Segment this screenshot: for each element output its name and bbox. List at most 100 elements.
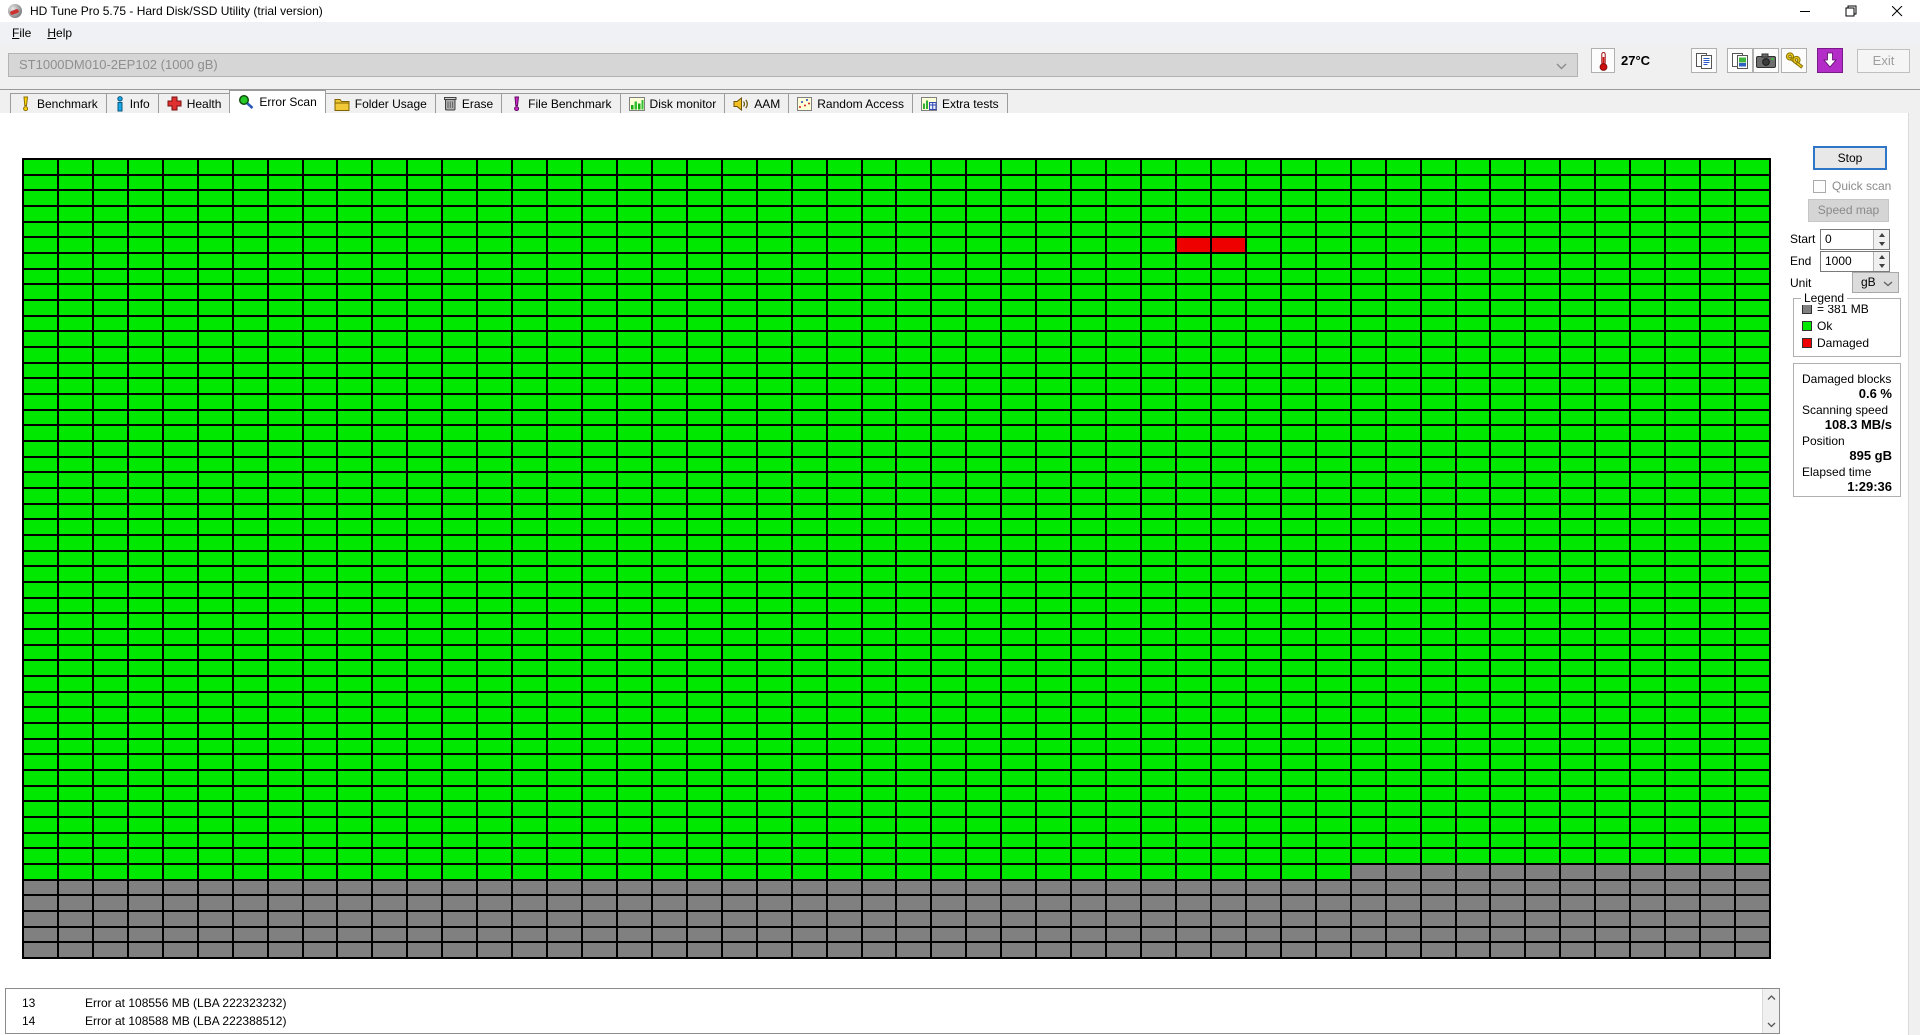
tab-random-access[interactable]: Random Access	[788, 93, 913, 113]
scan-block-unscanned	[513, 880, 547, 895]
scan-block-ok	[1107, 614, 1141, 628]
scan-block-ok	[1316, 583, 1350, 597]
scan-block-ok	[1386, 520, 1420, 534]
error-log-row[interactable]: 14 Error at 108588 MB (LBA 222388512)	[6, 1012, 1779, 1030]
scan-block-unscanned	[1037, 880, 1071, 895]
start-input[interactable]: 0	[1820, 229, 1890, 250]
scan-block-ok	[1456, 802, 1490, 816]
scan-block-ok	[1701, 238, 1735, 252]
scan-block-unscanned	[128, 943, 162, 957]
stop-button[interactable]: Stop	[1813, 146, 1887, 170]
scan-block-unscanned	[338, 943, 372, 957]
scan-block-unscanned	[1736, 943, 1769, 957]
download-button[interactable]	[1817, 48, 1843, 73]
quick-scan-checkbox[interactable]	[1813, 180, 1826, 193]
scroll-down-icon[interactable]	[1763, 1017, 1779, 1032]
scan-block-ok	[1316, 426, 1350, 440]
scan-block-ok	[1316, 285, 1350, 299]
scan-block-ok	[1281, 849, 1315, 863]
scan-block-ok	[1386, 363, 1420, 378]
end-spinner[interactable]	[1873, 252, 1889, 271]
menu-help[interactable]: Help	[47, 26, 73, 40]
scan-block-ok	[1281, 536, 1315, 550]
error-log-scrollbar[interactable]	[1762, 989, 1779, 1033]
scan-block-unscanned	[827, 943, 861, 957]
scan-block-ok	[1491, 395, 1525, 409]
scan-block-unscanned	[932, 943, 966, 957]
scan-block-ok	[233, 457, 267, 472]
scan-block-ok	[268, 755, 302, 769]
scan-block-ok	[932, 865, 966, 879]
scan-block-ok	[58, 802, 92, 816]
tab-health[interactable]: Health	[157, 93, 231, 113]
error-log-row[interactable]: 13 Error at 108556 MB (LBA 222323232)	[6, 994, 1779, 1012]
scan-block-ok	[1107, 473, 1141, 487]
register-button[interactable]	[1781, 48, 1807, 73]
spin-down-icon[interactable]	[1874, 240, 1889, 250]
scan-block-ok	[1561, 207, 1595, 221]
scan-block-ok	[722, 504, 756, 519]
scan-block-ok	[1701, 379, 1735, 393]
scan-block-ok	[757, 661, 791, 675]
start-spinner[interactable]	[1873, 230, 1889, 249]
spin-down-icon[interactable]	[1874, 262, 1889, 272]
scan-block-ok	[1107, 739, 1141, 754]
temperature-button[interactable]	[1591, 48, 1615, 73]
spin-up-icon[interactable]	[1874, 252, 1889, 262]
exit-button[interactable]: Exit	[1857, 49, 1910, 73]
scan-block-unscanned	[1037, 943, 1071, 957]
scan-block-ok	[583, 473, 616, 487]
screenshot-button[interactable]	[1753, 48, 1779, 73]
scan-block-ok	[1177, 160, 1210, 174]
scan-block-ok	[827, 661, 861, 675]
tab-benchmark[interactable]: Benchmark	[10, 93, 107, 113]
scan-block-ok	[1211, 426, 1245, 440]
scan-block-ok	[1456, 269, 1490, 284]
scan-block-ok	[478, 802, 512, 816]
tab-error-scan[interactable]: Error Scan	[229, 90, 326, 113]
scan-block-ok	[443, 692, 477, 707]
scan-block-ok	[1072, 724, 1106, 738]
scan-block-ok	[1037, 363, 1071, 378]
tab-extra-tests[interactable]: Extra tests	[911, 93, 1008, 113]
tab-aam[interactable]: AAM	[724, 93, 790, 113]
end-input[interactable]: 1000	[1820, 251, 1890, 272]
scan-block-ok	[1177, 739, 1210, 754]
scan-block-ok	[1211, 363, 1245, 378]
scan-block-unscanned	[1246, 896, 1280, 910]
scan-block-ok	[1072, 457, 1106, 472]
scan-block-ok	[128, 598, 162, 613]
scan-block-ok	[722, 598, 756, 613]
scan-block-unscanned	[1177, 927, 1210, 942]
tab-file-benchmark[interactable]: File Benchmark	[501, 93, 621, 113]
unit-select[interactable]: gB	[1852, 272, 1899, 293]
tab-disk-monitor[interactable]: Disk monitor	[619, 93, 726, 113]
speed-map-button[interactable]: Speed map	[1808, 199, 1889, 222]
drive-selector[interactable]: ST1000DM010-2EP102 (1000 gB)	[8, 53, 1578, 77]
scan-block-ok	[233, 504, 267, 519]
close-button[interactable]	[1874, 0, 1920, 22]
menu-file[interactable]: File	[12, 26, 32, 40]
restore-button[interactable]	[1828, 0, 1874, 22]
scan-block-ok	[1246, 222, 1280, 237]
scan-block-ok	[1596, 833, 1630, 848]
tab-erase[interactable]: Erase	[434, 93, 503, 113]
scan-block-ok	[757, 802, 791, 816]
scan-block-ok	[687, 160, 721, 174]
scan-block-ok	[1736, 755, 1769, 769]
scan-block-ok	[1037, 175, 1071, 190]
scan-block-ok	[1281, 833, 1315, 848]
tab-info[interactable]: Info	[105, 93, 159, 113]
copy-report-button[interactable]	[1691, 48, 1717, 73]
scan-block-ok	[617, 692, 651, 707]
scan-block-ok	[198, 504, 232, 519]
scan-block-unscanned	[967, 912, 1001, 926]
copy-image-button[interactable]	[1727, 48, 1753, 73]
scan-block-ok	[373, 692, 407, 707]
tab-folder-usage[interactable]: Folder Usage	[324, 93, 436, 113]
scroll-up-icon[interactable]	[1763, 990, 1779, 1005]
tab-label: File Benchmark	[528, 96, 612, 111]
spin-up-icon[interactable]	[1874, 230, 1889, 240]
scan-block-ok	[128, 536, 162, 550]
minimize-button[interactable]	[1782, 0, 1828, 22]
